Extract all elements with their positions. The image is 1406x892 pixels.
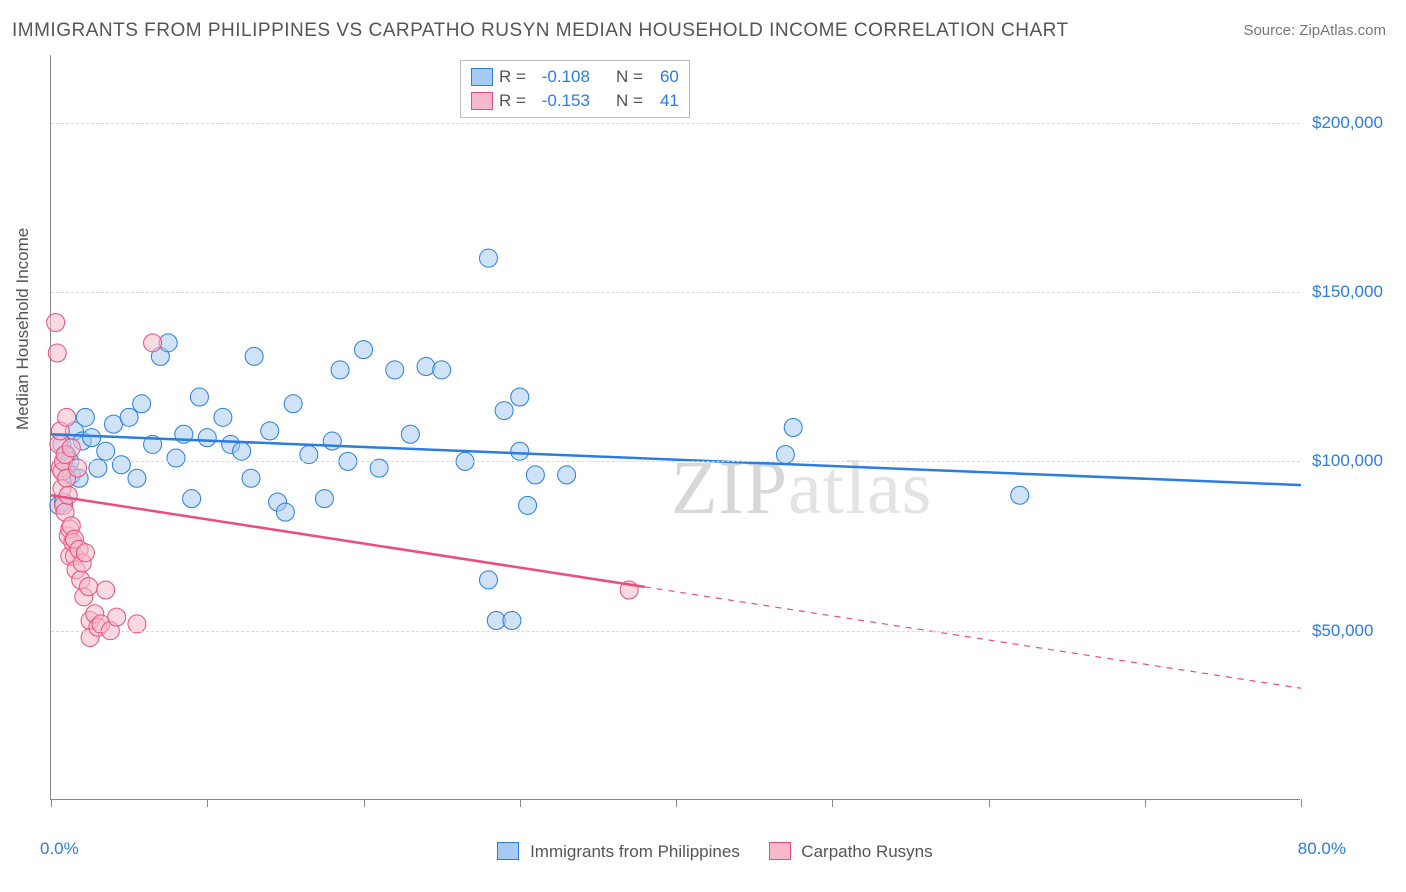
data-point xyxy=(48,344,66,362)
trend-line xyxy=(51,495,645,587)
y-tick-label: $200,000 xyxy=(1312,113,1383,133)
r-label: R = xyxy=(499,89,526,113)
data-point xyxy=(58,408,76,426)
r-label: R = xyxy=(499,65,526,89)
n-value-2: 41 xyxy=(649,89,679,113)
y-tick-label: $50,000 xyxy=(1312,621,1373,641)
x-tick xyxy=(207,799,208,807)
data-point xyxy=(108,608,126,626)
chart-svg xyxy=(51,55,1300,799)
data-point xyxy=(417,358,435,376)
x-tick xyxy=(832,799,833,807)
data-point xyxy=(198,429,216,447)
x-tick xyxy=(676,799,677,807)
x-tick xyxy=(51,799,52,807)
data-point xyxy=(190,388,208,406)
data-point xyxy=(97,442,115,460)
data-point xyxy=(331,361,349,379)
data-point xyxy=(495,402,513,420)
data-point xyxy=(62,439,80,457)
x-tick xyxy=(1301,799,1302,807)
gridline xyxy=(51,631,1300,632)
source-label: Source: ZipAtlas.com xyxy=(1243,22,1386,39)
data-point xyxy=(97,581,115,599)
r-value-1: -0.108 xyxy=(532,65,590,89)
correlation-legend: R = -0.108 N = 60 R = -0.153 N = 41 xyxy=(460,60,690,118)
data-point xyxy=(120,408,138,426)
chart-title: IMMIGRANTS FROM PHILIPPINES VS CARPATHO … xyxy=(12,20,1069,42)
data-point xyxy=(261,422,279,440)
y-axis-title: Median Household Income xyxy=(13,228,33,430)
data-point xyxy=(401,425,419,443)
legend-swatch-1 xyxy=(471,68,493,86)
y-tick-label: $150,000 xyxy=(1312,282,1383,302)
correlation-legend-row-1: R = -0.108 N = 60 xyxy=(471,65,679,89)
trend-line-extrapolated xyxy=(645,587,1301,688)
x-axis-min-label: 0.0% xyxy=(40,839,79,859)
data-point xyxy=(80,578,98,596)
gridline xyxy=(51,292,1300,293)
gridline xyxy=(51,123,1300,124)
data-point xyxy=(784,419,802,437)
data-point xyxy=(315,490,333,508)
data-point xyxy=(519,496,537,514)
n-label: N = xyxy=(616,89,643,113)
data-point xyxy=(47,314,65,332)
legend-swatch-2 xyxy=(471,92,493,110)
data-point xyxy=(76,408,94,426)
data-point xyxy=(511,442,529,460)
data-point xyxy=(144,334,162,352)
data-point xyxy=(128,469,146,487)
data-point xyxy=(242,469,260,487)
gridline xyxy=(51,461,1300,462)
data-point xyxy=(133,395,151,413)
series-legend: Immigrants from Philippines Carpatho Rus… xyxy=(0,842,1406,862)
data-point xyxy=(355,341,373,359)
data-point xyxy=(284,395,302,413)
x-axis-max-label: 80.0% xyxy=(1298,839,1346,859)
data-point xyxy=(59,486,77,504)
legend-label-philippines: Immigrants from Philippines xyxy=(530,842,740,861)
data-point xyxy=(1011,486,1029,504)
legend-swatch-philippines xyxy=(497,842,519,860)
data-point xyxy=(433,361,451,379)
n-value-1: 60 xyxy=(649,65,679,89)
data-point xyxy=(503,612,521,630)
data-point xyxy=(480,571,498,589)
data-point xyxy=(511,388,529,406)
data-point xyxy=(76,544,94,562)
correlation-legend-row-2: R = -0.153 N = 41 xyxy=(471,89,679,113)
data-point xyxy=(233,442,251,460)
data-point xyxy=(276,503,294,521)
plot-area: ZIPatlas xyxy=(50,55,1300,800)
data-point xyxy=(480,249,498,267)
n-label: N = xyxy=(616,65,643,89)
y-tick-label: $100,000 xyxy=(1312,451,1383,471)
data-point xyxy=(214,408,232,426)
data-point xyxy=(526,466,544,484)
data-point xyxy=(183,490,201,508)
data-point xyxy=(323,432,341,450)
data-point xyxy=(558,466,576,484)
x-tick xyxy=(364,799,365,807)
data-point xyxy=(83,429,101,447)
legend-swatch-carpatho xyxy=(769,842,791,860)
x-tick xyxy=(1145,799,1146,807)
data-point xyxy=(245,347,263,365)
x-tick xyxy=(520,799,521,807)
data-point xyxy=(386,361,404,379)
x-tick xyxy=(989,799,990,807)
legend-label-carpatho: Carpatho Rusyns xyxy=(801,842,932,861)
r-value-2: -0.153 xyxy=(532,89,590,113)
data-point xyxy=(167,449,185,467)
data-point xyxy=(112,456,130,474)
